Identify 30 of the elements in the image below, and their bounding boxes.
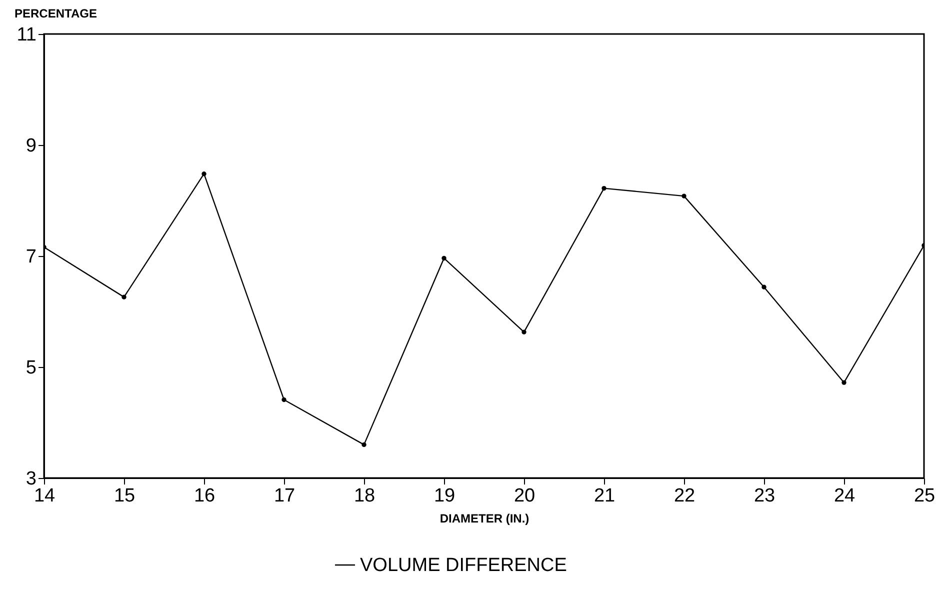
y-tick-label: 7 (26, 246, 36, 268)
y-axis-title: PERCENTAGE (14, 6, 97, 20)
point (842, 380, 846, 385)
point (202, 172, 206, 176)
y-tick-label: 3 (26, 468, 36, 490)
point (282, 397, 286, 402)
y-tick-label: 11 (16, 24, 36, 46)
x-tick-label: 24 (834, 486, 856, 506)
x-tick-label: 19 (434, 486, 456, 506)
x-tick-label: 22 (674, 486, 696, 506)
point (362, 442, 366, 448)
point (762, 284, 766, 290)
point (122, 294, 126, 300)
x-tick-label: 25 (914, 486, 936, 506)
point (442, 256, 446, 261)
x-tick-label: 23 (754, 486, 776, 506)
x-tick-label: 20 (514, 486, 536, 506)
y-tick-label: 9 (26, 136, 36, 156)
x-tick-label: 14 (34, 486, 56, 506)
x-tick-label: 21 (594, 486, 616, 506)
x-tick-label: 18 (354, 486, 376, 506)
point (682, 194, 686, 198)
y-tick-label: 5 (26, 358, 36, 378)
x-axis-title: DIAMETER (IN.) (440, 512, 530, 526)
point (602, 186, 606, 191)
x-tick-label: 17 (274, 486, 296, 506)
x-tick-label: 15 (114, 486, 136, 506)
point (522, 330, 526, 334)
x-tick-label: 16 (194, 486, 216, 506)
legend-label: VOLUME DIFFERENCE (360, 555, 567, 576)
